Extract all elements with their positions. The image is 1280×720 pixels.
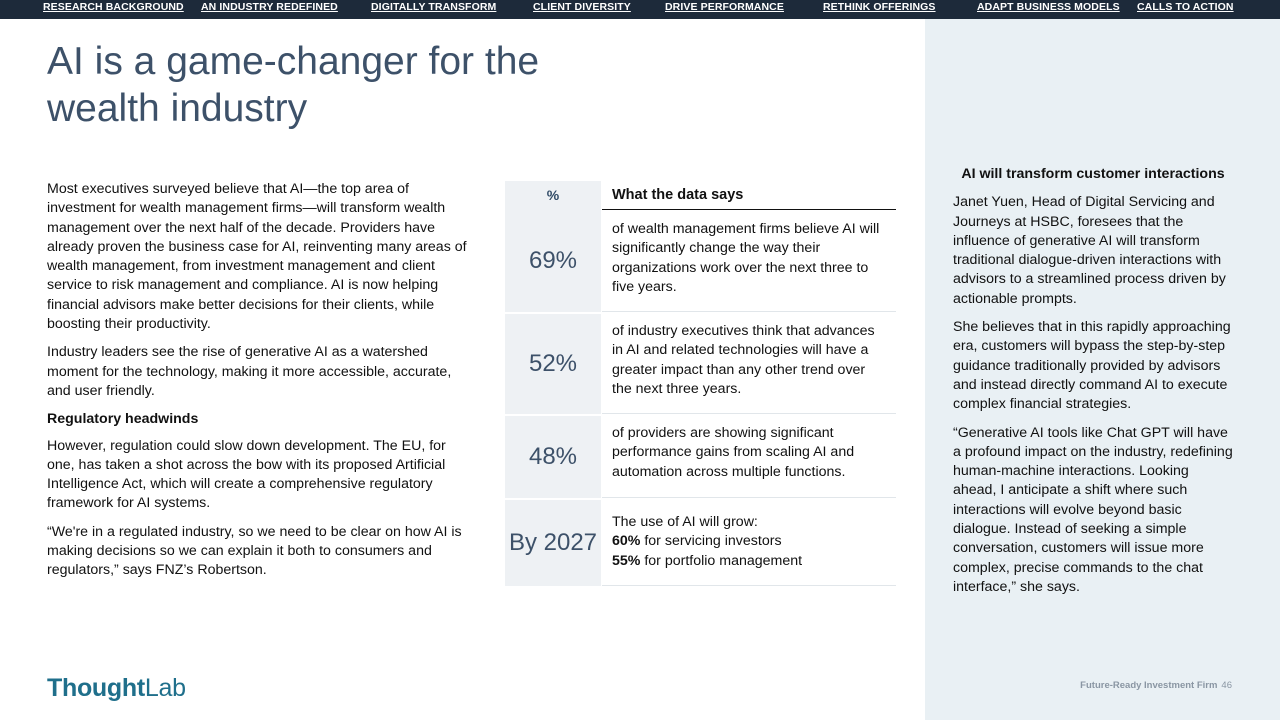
page-title: AI is a game-changer for the wealth indu…: [47, 40, 540, 130]
logo-light: Lab: [144, 674, 186, 702]
main-text-column: Most executives surveyed believe that AI…: [47, 180, 467, 590]
percent-column-header: %: [505, 181, 601, 210]
sidebar-panel: [925, 19, 1280, 720]
nav-adapt-business-models[interactable]: ADAPT BUSINESS MODELS: [977, 1, 1120, 13]
page-footer: Future-Ready Investment Firm 46: [1080, 680, 1232, 691]
table-row: 52% of industry executives think that ad…: [505, 312, 896, 414]
footer-report-title: Future-Ready Investment Firm: [1080, 680, 1218, 691]
growth-line-portfolio: 55% for portfolio management: [612, 552, 886, 571]
sidebar-text: AI will transform customer interactions …: [953, 165, 1233, 606]
logo-bold: Thought: [47, 674, 145, 702]
sidebar-paragraph: Janet Yuen, Head of Digital Servicing an…: [953, 194, 1226, 307]
regulatory-subheading: Regulatory headwinds: [47, 411, 199, 428]
stat-value: 52%: [505, 312, 601, 414]
regulation-paragraph: However, regulation could slow down deve…: [47, 437, 446, 512]
growth-label-portfolio: for portfolio management: [640, 552, 803, 569]
nav-an-industry-redefined[interactable]: AN INDUSTRY REDEFINED: [201, 1, 338, 13]
nav-drive-performance[interactable]: DRIVE PERFORMANCE: [665, 1, 784, 13]
top-navigation: RESEARCH BACKGROUND AN INDUSTRY REDEFINE…: [0, 0, 1280, 19]
sidebar-paragraph: She believes that in this rapidly approa…: [953, 319, 1231, 413]
stat-value: By 2027: [505, 498, 601, 586]
stat-value: 48%: [505, 414, 601, 498]
stat-value: 69%: [505, 210, 601, 312]
stat-description: The use of AI will grow: 60% for servici…: [602, 498, 896, 586]
table-row: 48% of providers are showing significant…: [505, 414, 896, 498]
page-number: 46: [1221, 680, 1232, 691]
stat-description: of industry executives think that advanc…: [602, 312, 896, 414]
quote-paragraph: “We're in a regulated industry, so we ne…: [47, 523, 462, 579]
thoughtlab-logo: ThoughtLab: [47, 674, 186, 703]
generative-ai-paragraph: Industry leaders see the rise of generat…: [47, 344, 452, 399]
intro-paragraph: Most executives surveyed believe that AI…: [47, 181, 467, 333]
nav-client-diversity[interactable]: CLIENT DIVERSITY: [533, 1, 631, 13]
table-row: 69% of wealth management firms believe A…: [505, 210, 896, 312]
nav-research-background[interactable]: RESEARCH BACKGROUND: [43, 1, 184, 13]
table-header: % What the data says: [505, 181, 896, 210]
stat-description: of providers are showing significant per…: [602, 414, 896, 498]
growth-line-servicing: 60% for servicing investors: [612, 532, 886, 551]
growth-lead-text: The use of AI will grow:: [612, 514, 758, 530]
sidebar-heading: AI will transform customer interactions: [961, 166, 1225, 182]
nav-rethink-offerings[interactable]: RETHINK OFFERINGS: [823, 1, 936, 13]
data-column-header: What the data says: [602, 181, 896, 210]
table-row: By 2027 The use of AI will grow: 60% for…: [505, 498, 896, 586]
data-table: % What the data says 69% of wealth manag…: [505, 181, 896, 586]
growth-value-servicing: 60%: [612, 533, 641, 550]
nav-calls-to-action[interactable]: CALLS TO ACTION: [1137, 1, 1234, 13]
growth-label-servicing: for servicing investors: [640, 533, 782, 550]
sidebar-quote: “Generative AI tools like Chat GPT will …: [953, 424, 1233, 595]
growth-value-portfolio: 55%: [612, 552, 641, 569]
nav-digitally-transform[interactable]: DIGITALLY TRANSFORM: [371, 1, 497, 13]
stat-description: of wealth management firms believe AI wi…: [602, 210, 896, 312]
